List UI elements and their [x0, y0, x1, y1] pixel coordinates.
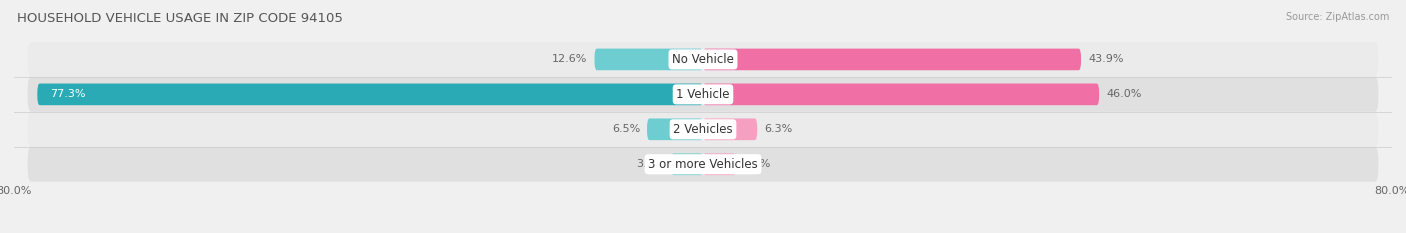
Text: No Vehicle: No Vehicle — [672, 53, 734, 66]
Text: 2 Vehicles: 2 Vehicles — [673, 123, 733, 136]
FancyBboxPatch shape — [703, 118, 758, 140]
FancyBboxPatch shape — [28, 112, 1378, 147]
FancyBboxPatch shape — [703, 49, 1081, 70]
Text: 3.7%: 3.7% — [636, 159, 664, 169]
Text: 6.5%: 6.5% — [612, 124, 640, 134]
FancyBboxPatch shape — [703, 84, 1099, 105]
Text: 3.8%: 3.8% — [742, 159, 770, 169]
FancyBboxPatch shape — [647, 118, 703, 140]
FancyBboxPatch shape — [671, 154, 703, 175]
Text: 46.0%: 46.0% — [1107, 89, 1142, 99]
Text: HOUSEHOLD VEHICLE USAGE IN ZIP CODE 94105: HOUSEHOLD VEHICLE USAGE IN ZIP CODE 9410… — [17, 12, 343, 25]
Text: 12.6%: 12.6% — [553, 55, 588, 64]
Text: Source: ZipAtlas.com: Source: ZipAtlas.com — [1285, 12, 1389, 22]
FancyBboxPatch shape — [595, 49, 703, 70]
FancyBboxPatch shape — [28, 77, 1378, 112]
Text: 1 Vehicle: 1 Vehicle — [676, 88, 730, 101]
FancyBboxPatch shape — [38, 84, 703, 105]
Text: 77.3%: 77.3% — [51, 89, 86, 99]
Text: 43.9%: 43.9% — [1088, 55, 1123, 64]
Text: 3 or more Vehicles: 3 or more Vehicles — [648, 158, 758, 171]
Text: 6.3%: 6.3% — [763, 124, 793, 134]
FancyBboxPatch shape — [703, 154, 735, 175]
FancyBboxPatch shape — [28, 147, 1378, 182]
FancyBboxPatch shape — [28, 42, 1378, 77]
